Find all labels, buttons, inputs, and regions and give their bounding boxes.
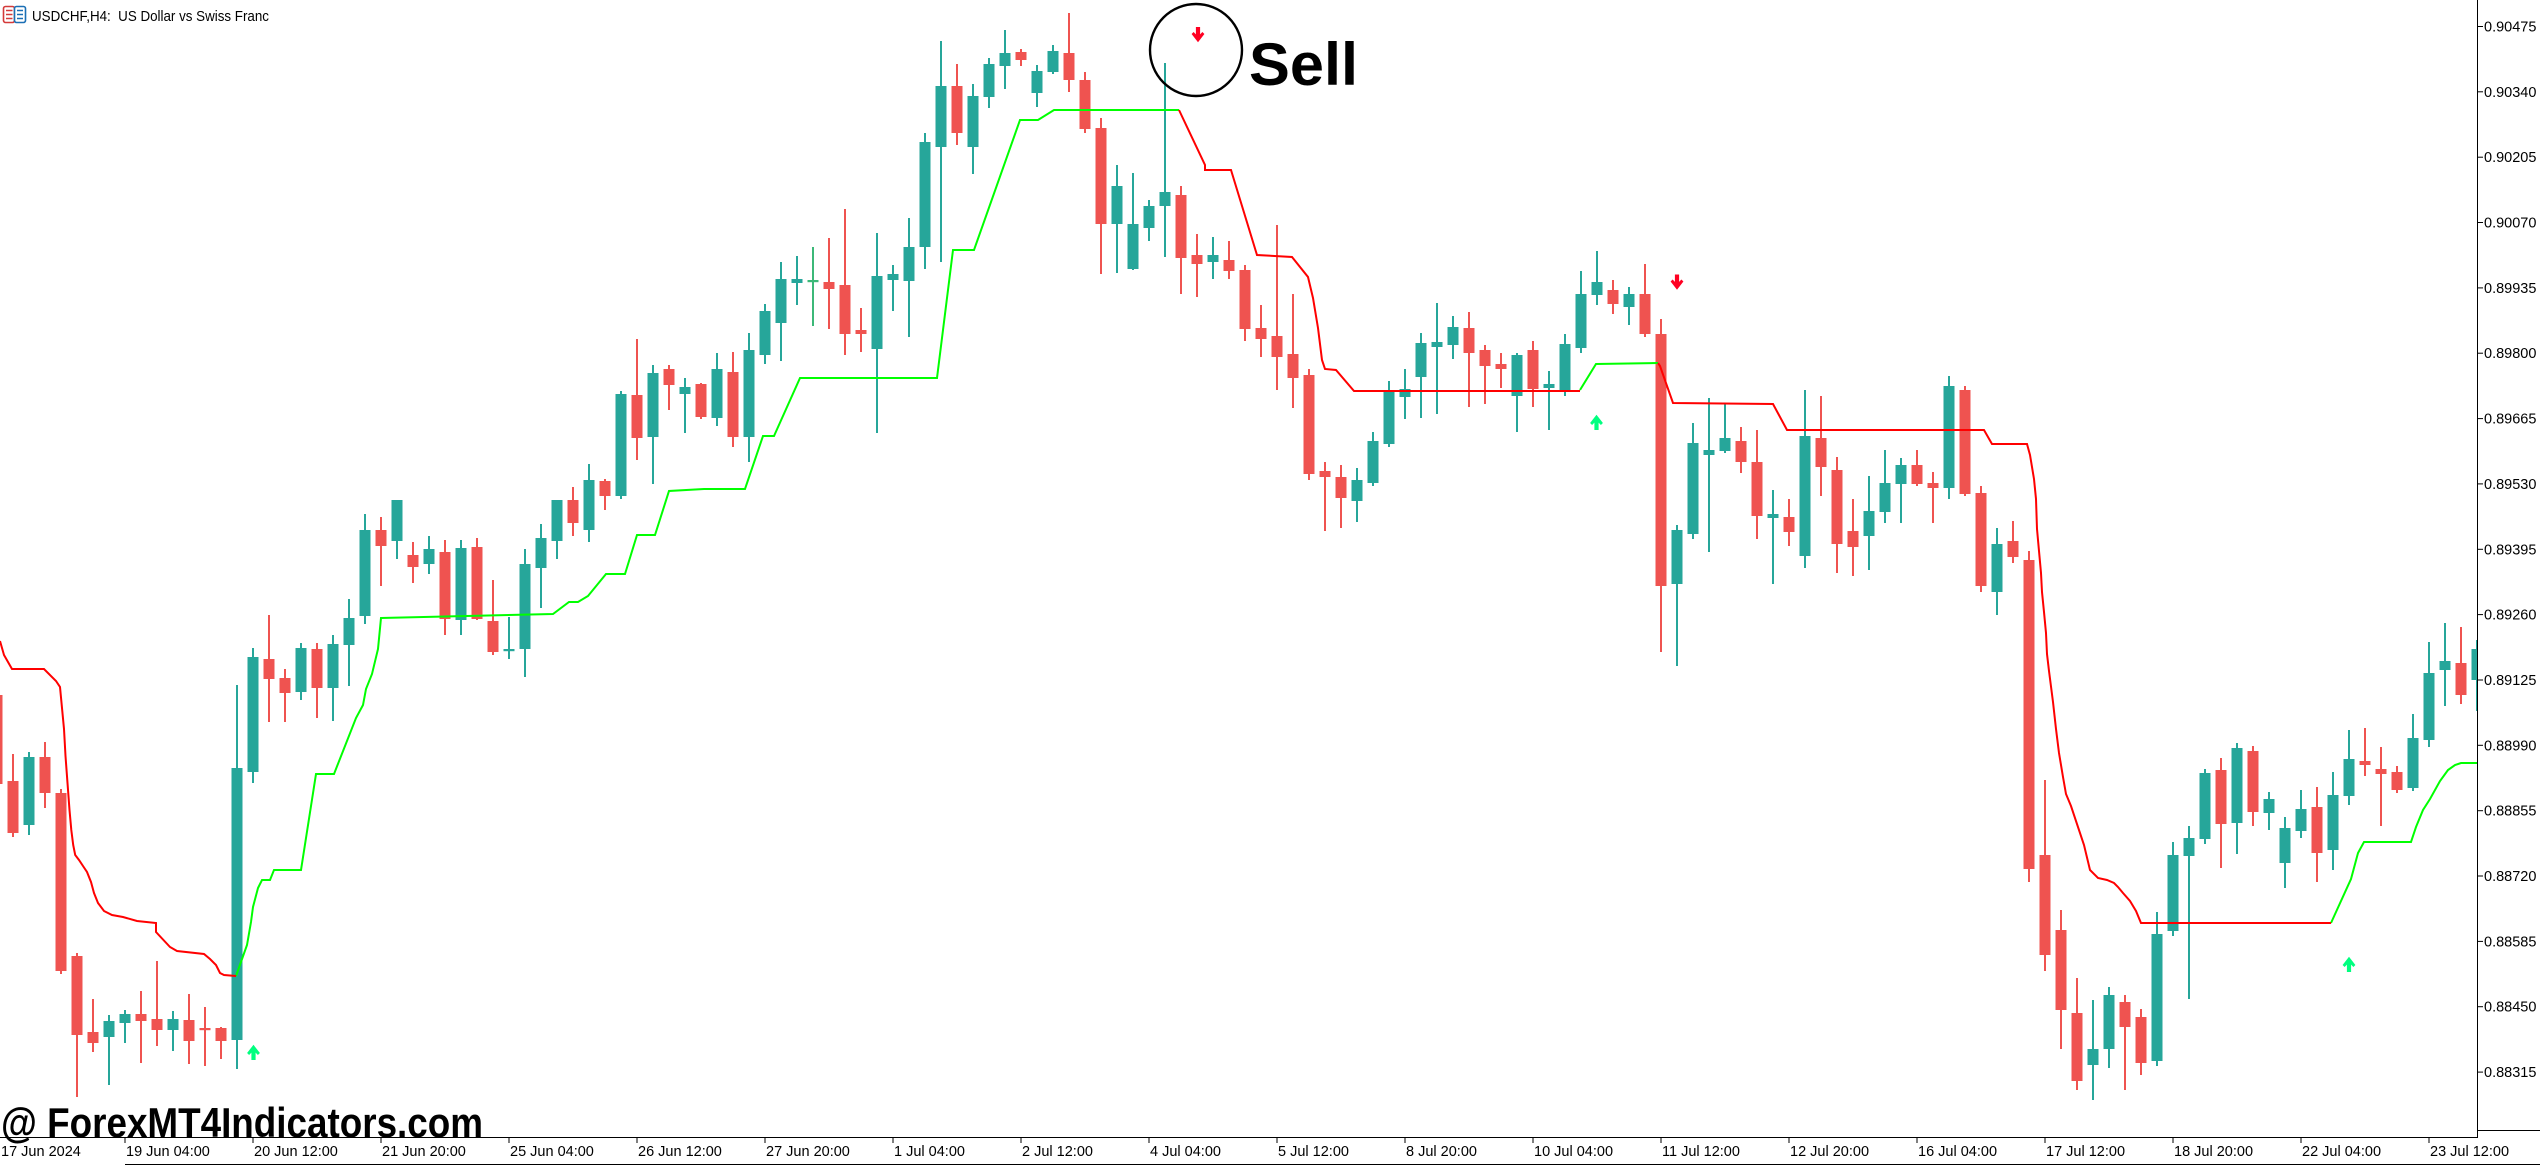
svg-text:0.89530: 0.89530 xyxy=(2484,477,2536,493)
svg-text:0.88450: 0.88450 xyxy=(2484,1000,2536,1016)
svg-text:22 Jul 04:00: 22 Jul 04:00 xyxy=(2302,1144,2381,1160)
svg-text:16 Jul 04:00: 16 Jul 04:00 xyxy=(1918,1144,1997,1160)
svg-text:5 Jul 12:00: 5 Jul 12:00 xyxy=(1278,1144,1349,1160)
svg-text:4 Jul 04:00: 4 Jul 04:00 xyxy=(1150,1144,1221,1160)
svg-text:1 Jul 04:00: 1 Jul 04:00 xyxy=(894,1144,965,1160)
svg-text:0.88315: 0.88315 xyxy=(2484,1065,2536,1081)
svg-text:20 Jun 12:00: 20 Jun 12:00 xyxy=(254,1144,338,1160)
svg-text:8 Jul 20:00: 8 Jul 20:00 xyxy=(1406,1144,1477,1160)
svg-text:@ ForexMT4Indicators.com: @ ForexMT4Indicators.com xyxy=(1,1099,483,1146)
svg-text:10 Jul 04:00: 10 Jul 04:00 xyxy=(1534,1144,1613,1160)
svg-text:23 Jul 12:00: 23 Jul 12:00 xyxy=(2430,1144,2509,1160)
svg-text:2 Jul 12:00: 2 Jul 12:00 xyxy=(1022,1144,1093,1160)
svg-text:27 Jun 20:00: 27 Jun 20:00 xyxy=(766,1144,850,1160)
svg-text:17 Jul 12:00: 17 Jul 12:00 xyxy=(2046,1144,2125,1160)
svg-text:19 Jun 04:00: 19 Jun 04:00 xyxy=(126,1144,210,1160)
svg-text:18 Jul 20:00: 18 Jul 20:00 xyxy=(2174,1144,2253,1160)
svg-text:17 Jun 2024: 17 Jun 2024 xyxy=(1,1144,81,1160)
svg-text:0.89260: 0.89260 xyxy=(2484,608,2536,624)
svg-text:11 Jul 12:00: 11 Jul 12:00 xyxy=(1662,1144,1740,1160)
svg-text:0.89800: 0.89800 xyxy=(2484,346,2536,362)
svg-text:25 Jun 04:00: 25 Jun 04:00 xyxy=(510,1144,594,1160)
svg-text:12 Jul 20:00: 12 Jul 20:00 xyxy=(1790,1144,1869,1160)
svg-text:Sell: Sell xyxy=(1249,31,1358,98)
svg-text:0.90340: 0.90340 xyxy=(2484,85,2536,101)
svg-text:0.90205: 0.90205 xyxy=(2484,150,2536,166)
svg-text:0.90070: 0.90070 xyxy=(2484,216,2536,232)
svg-text:0.88720: 0.88720 xyxy=(2484,869,2536,885)
svg-text:0.90475: 0.90475 xyxy=(2484,20,2536,36)
svg-text:0.89665: 0.89665 xyxy=(2484,412,2536,428)
svg-text:21 Jun 20:00: 21 Jun 20:00 xyxy=(382,1144,466,1160)
svg-text:0.89395: 0.89395 xyxy=(2484,542,2536,558)
svg-text:0.88855: 0.88855 xyxy=(2484,804,2536,820)
svg-text:0.89125: 0.89125 xyxy=(2484,673,2536,689)
svg-text:0.89935: 0.89935 xyxy=(2484,281,2536,297)
svg-text:USDCHF,H4: US Dollar vs Swiss: USDCHF,H4: US Dollar vs Swiss Franc xyxy=(32,8,269,25)
svg-text:0.88585: 0.88585 xyxy=(2484,934,2536,950)
svg-text:26 Jun 12:00: 26 Jun 12:00 xyxy=(638,1144,722,1160)
svg-text:0.88990: 0.88990 xyxy=(2484,738,2536,754)
